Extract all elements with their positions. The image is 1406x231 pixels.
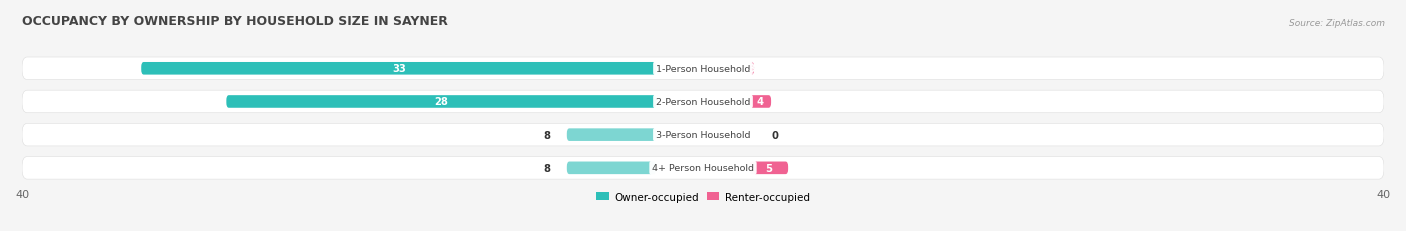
FancyBboxPatch shape <box>22 157 1384 179</box>
Text: 1-Person Household: 1-Person Household <box>655 64 751 73</box>
Text: 5: 5 <box>765 163 772 173</box>
FancyBboxPatch shape <box>226 96 657 108</box>
FancyBboxPatch shape <box>22 91 1384 113</box>
Text: Source: ZipAtlas.com: Source: ZipAtlas.com <box>1289 18 1385 27</box>
Text: 3: 3 <box>748 64 755 74</box>
Text: 2-Person Household: 2-Person Household <box>655 97 751 106</box>
FancyBboxPatch shape <box>22 58 1384 80</box>
Text: 0: 0 <box>772 130 779 140</box>
FancyBboxPatch shape <box>141 63 657 75</box>
Text: 4+ Person Household: 4+ Person Household <box>652 164 754 173</box>
Text: 33: 33 <box>392 64 405 74</box>
FancyBboxPatch shape <box>567 129 657 141</box>
Text: OCCUPANCY BY OWNERSHIP BY HOUSEHOLD SIZE IN SAYNER: OCCUPANCY BY OWNERSHIP BY HOUSEHOLD SIZE… <box>22 15 449 28</box>
Legend: Owner-occupied, Renter-occupied: Owner-occupied, Renter-occupied <box>592 188 814 206</box>
Text: 8: 8 <box>543 130 550 140</box>
FancyBboxPatch shape <box>749 96 770 108</box>
Text: 3-Person Household: 3-Person Household <box>655 131 751 140</box>
FancyBboxPatch shape <box>567 162 657 174</box>
FancyBboxPatch shape <box>749 162 789 174</box>
Text: 8: 8 <box>543 163 550 173</box>
Text: 28: 28 <box>434 97 449 107</box>
FancyBboxPatch shape <box>749 63 754 75</box>
FancyBboxPatch shape <box>22 124 1384 146</box>
Text: 4: 4 <box>756 97 763 107</box>
